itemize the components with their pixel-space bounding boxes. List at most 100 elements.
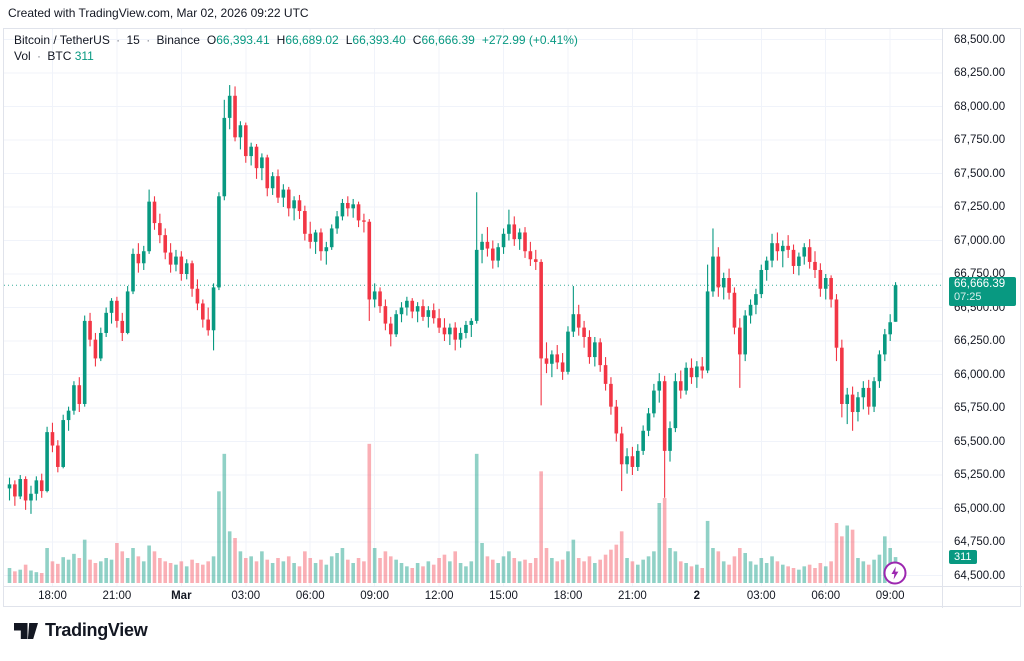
candle-down — [576, 314, 581, 328]
volume-bar — [372, 548, 377, 583]
candle-down — [179, 256, 184, 274]
legend-change: +272.99 (+0.41%) — [481, 33, 578, 47]
volume-bar — [501, 556, 506, 583]
candle-up — [448, 327, 452, 335]
candle-down — [512, 224, 517, 240]
candle-up — [635, 450, 640, 467]
candle-up — [34, 480, 39, 494]
volume-bar — [233, 538, 237, 583]
volume-bar — [13, 571, 17, 583]
tradingview-logo: TradingView — [14, 620, 148, 641]
legend-ohlc-label: L — [345, 33, 353, 47]
candle-down — [303, 211, 307, 234]
candle-down — [829, 278, 833, 300]
candle-down — [453, 327, 458, 340]
volume-bar — [883, 536, 887, 583]
volume-badge: 311 — [949, 550, 977, 565]
price-axis-separator — [942, 29, 943, 608]
volume-bar — [480, 543, 484, 583]
volume-bar — [721, 561, 726, 583]
candle-down — [491, 248, 495, 261]
volume-bar — [834, 523, 839, 583]
volume-bar — [700, 568, 705, 583]
legend-exchange: Binance — [156, 33, 200, 47]
candle-down — [582, 327, 586, 337]
volume-bar — [356, 558, 361, 583]
volume-bar — [625, 558, 629, 583]
volume-bar — [641, 559, 645, 583]
price-axis-label: 66,000.00 — [954, 368, 1006, 381]
volume-bar — [705, 520, 710, 583]
candle-down — [619, 433, 624, 465]
candle-down — [50, 432, 55, 446]
candle-down — [93, 339, 98, 359]
candle-down — [775, 243, 780, 252]
candle-up — [764, 260, 769, 270]
volume-bar — [7, 568, 12, 583]
volume-bar — [716, 551, 721, 583]
candle-down — [539, 261, 543, 359]
candle-up — [141, 251, 146, 264]
volume-bar — [415, 563, 420, 583]
volume-bar — [571, 539, 576, 583]
volume-bar — [496, 563, 500, 583]
candle-down — [276, 176, 280, 198]
candle-up — [823, 278, 828, 289]
volume-bar — [646, 556, 651, 583]
volume-bar — [587, 556, 592, 583]
legend-symbol-row[interactable]: Bitcoin / TetherUS · 15 · Binance O66,393… — [14, 32, 578, 48]
candle-up — [872, 381, 876, 407]
candle-up — [98, 332, 103, 359]
volume-bar — [550, 558, 554, 583]
candle-up — [856, 397, 860, 413]
volume-bar — [560, 559, 565, 583]
candle-up — [405, 300, 409, 308]
time-axis-label: 12:00 — [424, 590, 454, 602]
candle-down — [410, 300, 415, 312]
volume-bar — [23, 564, 28, 583]
candle-up — [845, 394, 850, 404]
candle-down — [866, 387, 871, 407]
candle-up — [399, 307, 404, 315]
volume-bar — [866, 564, 871, 583]
volume-bar — [88, 559, 92, 583]
volume-bar — [217, 491, 221, 583]
volume-bar — [179, 561, 184, 583]
legend-volume-row[interactable]: Vol · BTC 311 — [14, 48, 578, 64]
volume-bar — [523, 559, 527, 583]
time-axis-label: 21:00 — [618, 590, 647, 602]
volume-bar — [823, 566, 828, 583]
time-axis-label: 03:00 — [746, 590, 776, 602]
volume-bar — [410, 568, 415, 583]
candle-down — [630, 456, 635, 467]
candle-up — [281, 189, 286, 198]
candle-up — [227, 95, 232, 118]
flash-icon[interactable] — [882, 560, 908, 586]
volume-bar — [469, 561, 474, 583]
volume-bar — [872, 559, 876, 583]
candle-up — [743, 315, 747, 355]
volume-bar — [72, 553, 76, 583]
volume-bar — [630, 561, 635, 583]
candle-up — [45, 432, 49, 492]
volume-bar — [533, 558, 538, 583]
volume-bar — [442, 554, 447, 583]
bar-countdown: 07:25 — [954, 290, 982, 303]
candle-up — [7, 484, 12, 489]
candle-down — [23, 479, 28, 501]
candle-up — [657, 381, 662, 391]
volume-bar — [136, 556, 141, 583]
volume-bar — [227, 531, 232, 583]
candle-up — [571, 314, 576, 332]
candle-up — [109, 300, 114, 313]
candle-up — [893, 285, 898, 322]
volume-bar — [877, 554, 882, 583]
volume-bar — [399, 563, 404, 583]
volume-bar — [329, 556, 334, 583]
candle-up — [517, 232, 522, 240]
volume-bar — [50, 561, 55, 583]
last-price-value: 66,666.39 — [954, 277, 1006, 290]
candle-up — [711, 256, 715, 292]
chart-plot[interactable] — [4, 29, 942, 586]
tradingview-logo-text: TradingView — [45, 620, 148, 640]
